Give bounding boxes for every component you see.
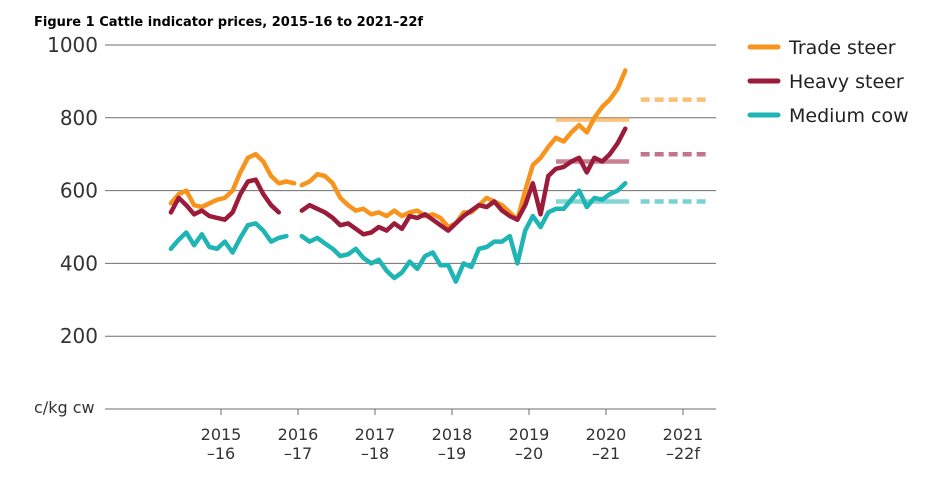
chart-title: Figure 1 Cattle indicator prices, 2015–1…	[34, 15, 423, 30]
x-tick-label-sub: –20	[515, 444, 543, 463]
series-line-heavy-steer	[299, 126, 628, 237]
series-line-trade-steer	[299, 68, 628, 230]
x-tick-label: 2016	[278, 425, 319, 444]
series-line-heavy-steer	[168, 177, 282, 222]
x-tick-label: 2017	[355, 425, 396, 444]
y-axis-ticks: 200 400 600 800 1000	[47, 33, 98, 348]
x-tick-label-sub: –21	[592, 444, 620, 463]
x-tick-label: 2019	[509, 425, 550, 444]
legend-label-trade-steer: Trade steer	[788, 37, 896, 59]
gridlines	[105, 44, 716, 337]
legend: Trade steer Heavy steer Medium cow	[747, 37, 909, 127]
y-tick-label: 400	[60, 251, 98, 275]
series-line-medium-cow	[299, 181, 628, 284]
x-tick-label: 2018	[432, 425, 473, 444]
y-tick-label: 200	[60, 324, 98, 348]
y-tick-label: 1000	[47, 33, 98, 57]
y-axis-label: c/kg cw	[34, 398, 95, 417]
x-tick-label: 2015	[201, 425, 242, 444]
y-tick-label: 800	[60, 106, 98, 130]
x-tick-label: 2020	[586, 425, 627, 444]
x-axis: 2015–162016–172017–182018–192019–202020–…	[105, 408, 716, 463]
x-tick-label-sub: –17	[284, 444, 312, 463]
x-tick-label-sub: –16	[207, 444, 235, 463]
series-line-trade-steer	[168, 151, 297, 210]
series-lines	[168, 68, 628, 284]
series-line-medium-cow	[168, 221, 289, 255]
forecast-lines	[555, 97, 707, 204]
legend-label-heavy-steer: Heavy steer	[789, 71, 904, 93]
x-tick-label-sub: –19	[438, 444, 466, 463]
x-tick-label-sub: –22f	[666, 444, 700, 463]
legend-label-medium-cow: Medium cow	[789, 105, 909, 127]
x-tick-label: 2021	[663, 425, 704, 444]
y-tick-label: 600	[60, 179, 98, 203]
x-tick-label-sub: –18	[361, 444, 389, 463]
